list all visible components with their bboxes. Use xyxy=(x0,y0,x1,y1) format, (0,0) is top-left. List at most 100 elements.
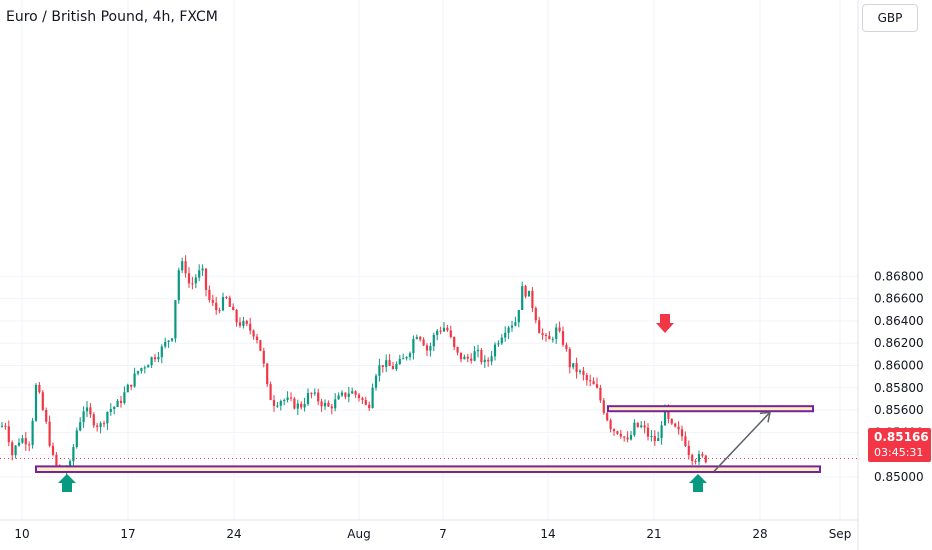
candle-body xyxy=(266,363,269,385)
candle-body xyxy=(187,273,191,284)
support-zone xyxy=(35,465,821,473)
candle-body xyxy=(123,392,126,403)
candle-body xyxy=(670,418,673,424)
candle-body xyxy=(116,400,119,407)
candle-body xyxy=(388,360,391,366)
candle-body xyxy=(283,400,286,402)
candle-body xyxy=(140,368,143,372)
candle-body xyxy=(24,438,27,445)
candle-body xyxy=(544,335,548,337)
candle-body xyxy=(548,335,551,340)
currency-selector-button[interactable]: GBP xyxy=(862,4,918,32)
candle-body xyxy=(694,460,697,462)
candle-body xyxy=(320,401,323,407)
last-price-badge: 0.85166 03:45:31 xyxy=(868,428,931,462)
candle-body xyxy=(357,394,361,399)
candle-body xyxy=(453,337,456,348)
y-tick-label: 0.85000 xyxy=(874,470,924,484)
candle-body xyxy=(255,336,259,341)
candle-body xyxy=(561,331,565,345)
x-tick-label: 7 xyxy=(439,527,447,541)
candle-body xyxy=(79,422,82,431)
y-tick-label: 0.86600 xyxy=(874,292,924,306)
candle-body xyxy=(164,341,167,347)
candle-body xyxy=(609,420,612,430)
candle-body xyxy=(507,327,510,333)
candle-body xyxy=(582,370,585,376)
candle-body xyxy=(293,398,296,409)
candle-body xyxy=(28,444,31,446)
candle-body xyxy=(572,363,575,368)
candle-body xyxy=(252,330,255,337)
candle-body xyxy=(680,429,684,437)
candle-body xyxy=(551,338,554,340)
candle-body xyxy=(89,407,92,415)
candle-body xyxy=(221,297,225,311)
candle-body xyxy=(344,392,347,397)
y-tick-label: 0.85800 xyxy=(874,381,924,395)
candle-body xyxy=(48,421,51,446)
y-tick-label: 0.86800 xyxy=(874,269,924,283)
candle-body xyxy=(51,445,55,455)
candle-body xyxy=(242,320,245,326)
candle-body xyxy=(657,438,660,442)
candle-body xyxy=(599,387,602,401)
candle-body xyxy=(351,391,354,394)
candle-body xyxy=(313,392,316,394)
candle-body xyxy=(170,338,174,341)
candle-body xyxy=(585,375,588,381)
candle-body xyxy=(643,425,646,428)
candle-body xyxy=(177,270,180,301)
candle-body xyxy=(34,384,38,421)
candle-body xyxy=(541,333,544,336)
candle-body xyxy=(347,393,350,397)
candle-body xyxy=(300,403,303,408)
candle-body xyxy=(667,406,670,419)
candle-body xyxy=(408,353,412,358)
candle-body xyxy=(337,395,340,400)
candle-body xyxy=(429,346,432,351)
candle-body xyxy=(85,407,89,412)
last-price-value: 0.85166 xyxy=(874,430,929,444)
candle-body xyxy=(102,423,106,425)
candle-body xyxy=(381,365,384,367)
candle-body xyxy=(354,391,357,395)
candle-body xyxy=(674,423,677,427)
candle-body xyxy=(534,308,537,321)
candle-body xyxy=(11,442,14,456)
candle-body xyxy=(109,408,112,412)
candle-body xyxy=(136,371,140,374)
candle-body xyxy=(361,398,364,401)
candle-body xyxy=(473,351,476,361)
candle-body xyxy=(619,433,622,437)
candle-body xyxy=(636,422,639,427)
candle-body xyxy=(646,427,650,437)
candle-body xyxy=(184,261,187,274)
candle-body xyxy=(490,356,493,362)
candle-body xyxy=(160,346,163,358)
candle-body xyxy=(677,426,680,430)
candle-body xyxy=(92,414,95,426)
candle-body xyxy=(143,367,146,369)
y-tick-label: 0.86400 xyxy=(874,314,924,328)
candle-body xyxy=(663,406,667,426)
candle-body xyxy=(650,436,653,438)
candle-body xyxy=(704,455,707,463)
candle-body xyxy=(629,435,633,440)
candle-body xyxy=(510,325,514,328)
candle-body xyxy=(72,446,75,462)
candle-body xyxy=(419,336,422,340)
candle-body xyxy=(446,327,449,331)
candle-body xyxy=(524,286,527,297)
up-arrow-icon xyxy=(689,474,707,492)
chart-title: Euro / British Pound, 4h, FXCM xyxy=(6,9,218,25)
x-tick-label: Aug xyxy=(347,527,370,541)
candle-body xyxy=(578,370,582,372)
candle-body xyxy=(432,335,435,347)
x-tick-label: 10 xyxy=(14,527,29,541)
candle-body xyxy=(439,330,442,332)
x-tick-label: 28 xyxy=(752,527,767,541)
y-tick-label: 0.85600 xyxy=(874,403,924,417)
candle-body xyxy=(194,277,197,284)
